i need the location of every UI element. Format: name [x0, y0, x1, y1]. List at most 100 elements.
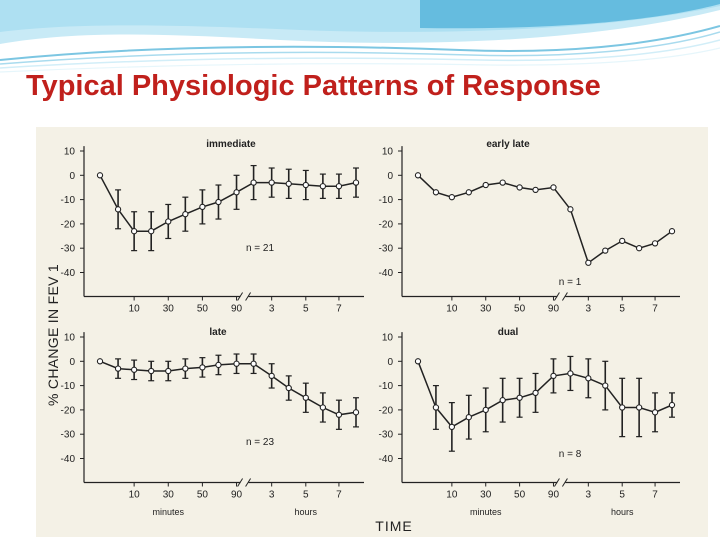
data-point: [651, 409, 659, 416]
data-point: [130, 366, 138, 373]
slide-header-banner: [0, 0, 720, 73]
data-point: [285, 384, 292, 392]
x-unit-label-minutes: minutes: [153, 507, 185, 517]
data-point: [585, 375, 592, 382]
data-point: [516, 394, 523, 401]
x-tick-label: 5: [619, 490, 625, 501]
y-tick-label: -20: [379, 219, 394, 230]
y-tick-label: 10: [382, 147, 394, 158]
panel-title: immediate: [206, 139, 256, 150]
x-unit-label-hours: hours: [295, 507, 318, 517]
y-tick-label: -20: [61, 219, 76, 230]
y-axis-title: % CHANGE IN FEV 1: [45, 264, 61, 406]
data-point: [250, 360, 257, 367]
data-point: [550, 184, 557, 191]
x-tick-label: 50: [197, 304, 209, 315]
x-tick-label: 7: [336, 304, 342, 315]
data-point: [532, 186, 539, 194]
x-tick-label: 90: [548, 490, 560, 501]
y-tick-label: -40: [61, 454, 76, 465]
axis-break-mark: [237, 292, 243, 301]
data-point: [448, 194, 456, 201]
panel-title: dual: [498, 327, 519, 338]
figure-panel: % CHANGE IN FEV 1 TIME 10 0 -10 -20 -30 -40 10 30…: [36, 127, 708, 537]
data-point: [414, 358, 422, 365]
x-tick-label: 30: [480, 304, 492, 315]
x-tick-label: 3: [586, 490, 592, 501]
data-point: [215, 198, 222, 206]
data-point: [165, 218, 172, 225]
y-tick-label: 10: [382, 333, 394, 344]
data-point: [352, 409, 360, 416]
y-tick-label: 0: [387, 357, 393, 368]
y-tick-label: -30: [379, 244, 394, 255]
data-point: [182, 211, 189, 218]
data-point: [602, 382, 609, 389]
y-tick-label: -10: [61, 381, 76, 392]
data-point: [182, 365, 189, 372]
x-unit-label-minutes: minutes: [470, 507, 502, 517]
data-point: [199, 364, 206, 371]
x-tick-label: 5: [303, 490, 309, 501]
y-tick-label: -20: [61, 405, 76, 416]
data-point: [516, 184, 523, 191]
data-point: [432, 189, 440, 196]
y-tick-label: 10: [64, 147, 76, 158]
data-point: [465, 414, 472, 421]
x-tick-label: 10: [129, 304, 141, 315]
data-point: [268, 372, 275, 380]
y-tick-label: -20: [379, 405, 394, 416]
y-tick-label: 0: [69, 357, 75, 368]
data-point: [668, 228, 676, 235]
y-tick-label: -30: [61, 244, 76, 255]
x-tick-label: 30: [480, 490, 492, 501]
data-point: [165, 367, 172, 375]
x-tick-label: 90: [231, 304, 243, 315]
series-line: [99, 360, 357, 416]
x-tick-label: 30: [163, 490, 175, 501]
data-point: [499, 179, 506, 186]
x-tick-label: 50: [514, 490, 526, 501]
data-point: [268, 179, 275, 186]
data-point: [130, 228, 138, 235]
data-point: [215, 361, 222, 369]
data-point: [199, 203, 206, 211]
x-tick-label: 10: [446, 490, 458, 501]
y-tick-label: 10: [64, 333, 76, 344]
x-tick-label: 5: [619, 304, 625, 315]
x-tick-label: 50: [514, 304, 526, 315]
x-tick-label: 7: [652, 490, 658, 501]
data-point: [148, 228, 155, 235]
data-point: [619, 404, 626, 411]
y-tick-label: -40: [61, 268, 76, 279]
data-point: [619, 237, 626, 245]
data-point: [233, 189, 240, 196]
data-point: [432, 404, 440, 411]
x-tick-label: 3: [269, 490, 275, 501]
y-tick-label: -40: [379, 454, 394, 465]
data-point: [302, 181, 309, 189]
y-tick-label: -30: [61, 430, 76, 441]
data-point: [114, 206, 122, 213]
x-tick-label: 10: [129, 490, 141, 501]
x-tick-label: 90: [231, 490, 243, 501]
x-tick-label: 5: [303, 304, 309, 315]
data-point: [465, 189, 472, 196]
y-tick-label: -40: [379, 268, 394, 279]
data-point: [635, 404, 643, 411]
data-point: [319, 404, 327, 411]
data-point: [414, 172, 422, 179]
x-tick-label: 90: [548, 304, 560, 315]
x-tick-label: 50: [197, 490, 209, 501]
data-point: [448, 423, 456, 431]
axis-break-mark: [562, 478, 568, 487]
data-point: [499, 397, 506, 404]
data-point: [668, 401, 676, 409]
data-point: [567, 206, 574, 213]
data-point: [302, 394, 309, 401]
data-point: [567, 370, 574, 377]
data-point: [635, 245, 643, 252]
data-point: [250, 179, 257, 186]
y-tick-label: 0: [69, 171, 75, 182]
